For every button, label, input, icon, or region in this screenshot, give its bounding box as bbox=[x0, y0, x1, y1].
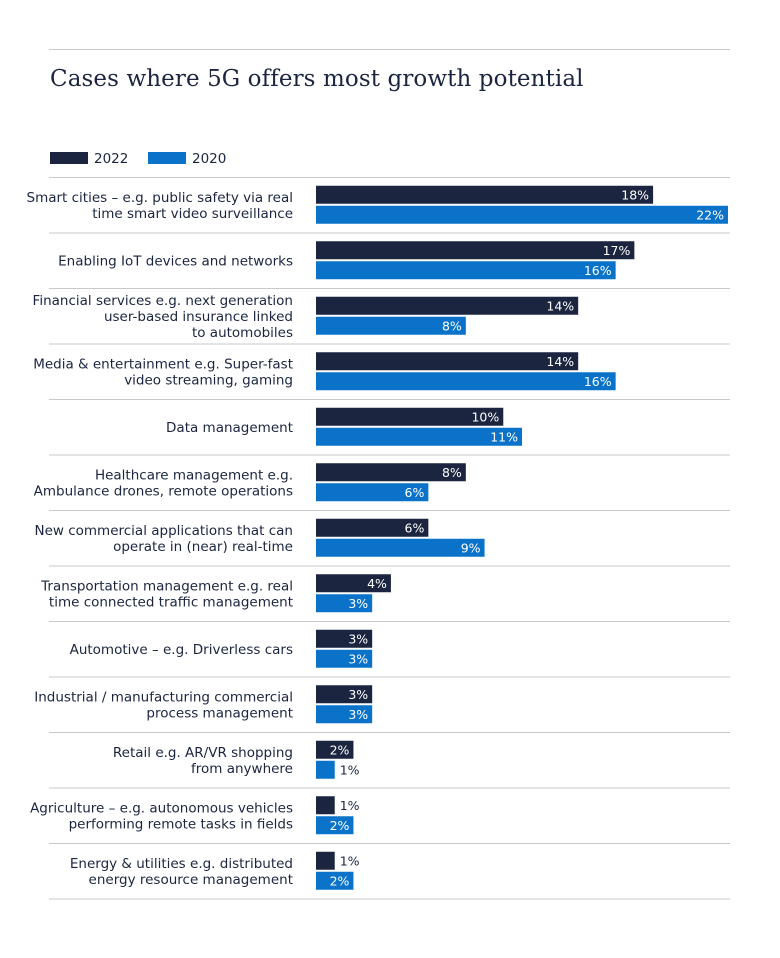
data-label-2022: 8% bbox=[442, 465, 462, 480]
data-label-2020: 8% bbox=[442, 318, 462, 333]
category-label: Enabling IoT devices and networks bbox=[58, 253, 293, 269]
category-label: Industrial / manufacturing commercial pro… bbox=[34, 689, 293, 721]
data-label-2022: 3% bbox=[348, 687, 368, 702]
category-label: Smart cities – e.g. public safety via re… bbox=[27, 190, 294, 222]
data-label-2020: 9% bbox=[461, 540, 481, 555]
legend-swatch-2022 bbox=[50, 152, 88, 164]
data-label-2022: 2% bbox=[330, 742, 350, 757]
row-divider bbox=[49, 676, 730, 678]
bar-2020 bbox=[316, 538, 485, 557]
bar-2020 bbox=[316, 649, 373, 668]
data-label-2020: 2% bbox=[330, 818, 350, 833]
data-label-2020: 6% bbox=[405, 485, 425, 500]
bar-2020 bbox=[316, 871, 354, 890]
data-label-2022: 1% bbox=[340, 798, 360, 813]
data-label-2022: 14% bbox=[546, 298, 574, 313]
data-label-2022: 3% bbox=[348, 631, 368, 646]
bar-2020 bbox=[316, 316, 466, 335]
data-label-2022: 18% bbox=[621, 187, 649, 202]
bar-2022 bbox=[316, 407, 504, 426]
category-label: Transportation management e.g. real time … bbox=[40, 578, 293, 610]
data-label-2020: 16% bbox=[584, 263, 612, 278]
row-divider bbox=[49, 732, 730, 733]
bar-2022 bbox=[316, 241, 635, 260]
bar-2020 bbox=[316, 205, 728, 224]
category-label: Media & entertainment e.g. Super-fast vid… bbox=[33, 356, 293, 388]
bar-2022 bbox=[316, 296, 579, 315]
row-divider bbox=[49, 843, 730, 844]
bar-2022 bbox=[316, 518, 429, 537]
bar-2022 bbox=[316, 851, 335, 870]
row-divider bbox=[49, 288, 730, 289]
category-label: Financial services e.g. next generation u… bbox=[33, 293, 293, 341]
row-divider bbox=[49, 454, 730, 456]
data-label-2020: 3% bbox=[348, 596, 368, 611]
data-label-2020: 2% bbox=[330, 873, 350, 888]
bar-2020 bbox=[316, 483, 429, 502]
row-divider bbox=[49, 343, 730, 345]
bar-2022 bbox=[316, 185, 654, 204]
data-label-2020: 11% bbox=[490, 429, 518, 444]
chart-title: Cases where 5G offers most growth potent… bbox=[50, 66, 584, 92]
data-label-2022: 17% bbox=[603, 243, 631, 258]
bar-2022 bbox=[316, 740, 354, 759]
row-divider bbox=[49, 898, 730, 900]
bar-2020 bbox=[316, 594, 373, 613]
legend-label-2020: 2020 bbox=[192, 151, 226, 167]
bar-2020 bbox=[316, 372, 616, 391]
row-divider bbox=[49, 232, 730, 234]
row-divider bbox=[49, 565, 730, 567]
category-label: Automotive – e.g. Driverless cars bbox=[70, 642, 293, 658]
category-label: Data management bbox=[166, 420, 293, 436]
bar-2022 bbox=[316, 574, 391, 593]
data-label-2022: 4% bbox=[367, 576, 387, 591]
data-label-2020: 1% bbox=[340, 762, 360, 777]
category-label: Healthcare management e.g. Ambulance dron… bbox=[34, 467, 293, 499]
row-divider bbox=[49, 621, 730, 622]
bar-2020 bbox=[316, 261, 616, 280]
bar-2022 bbox=[316, 352, 579, 371]
data-label-2020: 22% bbox=[696, 207, 724, 222]
category-label: Agriculture – e.g. autonomous vehicles pe… bbox=[30, 800, 293, 832]
data-label-2022: 14% bbox=[546, 354, 574, 369]
bar-2020 bbox=[316, 816, 354, 835]
row-divider bbox=[49, 399, 730, 400]
bar-2020 bbox=[316, 705, 373, 724]
row-divider bbox=[49, 510, 730, 511]
category-label: Retail e.g. AR/VR shopping from anywhere bbox=[113, 745, 293, 777]
bar-2022 bbox=[316, 685, 373, 704]
data-label-2020: 16% bbox=[584, 374, 612, 389]
bar-2022 bbox=[316, 629, 373, 648]
bar-2022 bbox=[316, 463, 466, 482]
bar-2020 bbox=[316, 760, 335, 779]
bar-2022 bbox=[316, 796, 335, 815]
data-label-2022: 10% bbox=[471, 409, 499, 424]
category-label: Energy & utilities e.g. distributed energ… bbox=[70, 856, 293, 888]
data-label-2020: 3% bbox=[348, 707, 368, 722]
bar-2020 bbox=[316, 427, 522, 446]
top-divider bbox=[49, 49, 730, 50]
legend-label-2022: 2022 bbox=[94, 151, 128, 167]
data-label-2022: 6% bbox=[405, 520, 425, 535]
category-label: New commercial applications that can oper… bbox=[34, 523, 293, 555]
row-divider bbox=[49, 787, 730, 789]
legend-swatch-2020 bbox=[148, 152, 186, 164]
row-divider bbox=[49, 177, 730, 178]
data-label-2020: 3% bbox=[348, 651, 368, 666]
data-label-2022: 1% bbox=[340, 853, 360, 868]
